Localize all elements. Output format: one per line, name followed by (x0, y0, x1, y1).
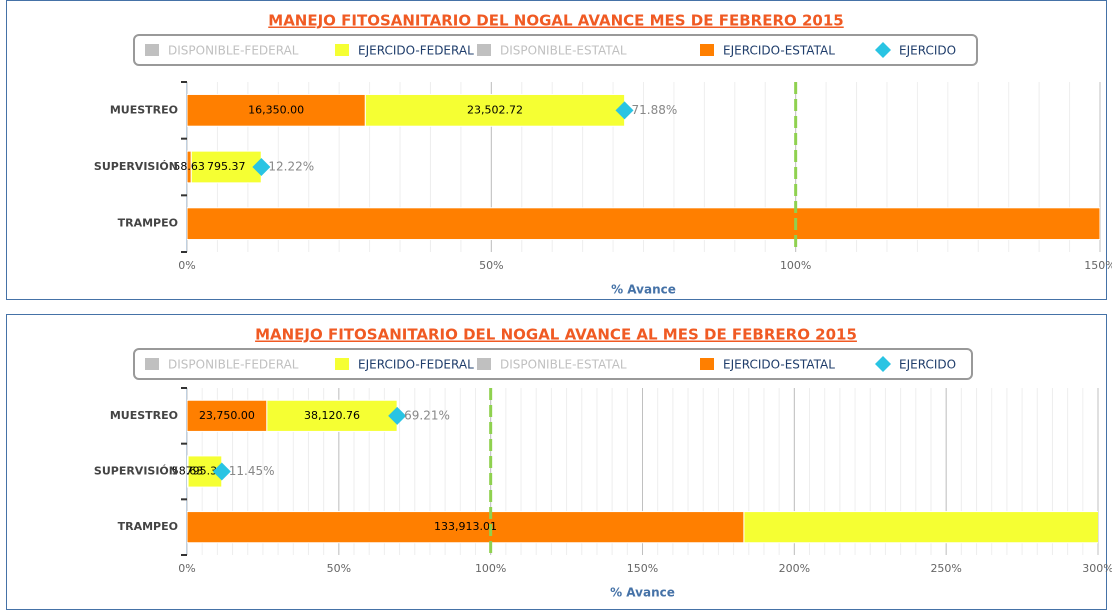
data-label: 58.63 (173, 160, 205, 173)
bar-segment (187, 93, 366, 127)
legend-box (133, 348, 973, 380)
legend-label: EJERCIDO-ESTATAL (723, 44, 835, 58)
data-label: 23,750.00 (199, 409, 255, 422)
x-axis-title: % Avance (610, 586, 675, 600)
legend-box (133, 34, 978, 66)
chart: MANEJO FITOSANITARIO DEL NOGAL AVANCE AL… (6, 314, 1112, 610)
data-label: 23,502.72 (467, 103, 523, 116)
legend-label: EJERCIDO-FEDERAL (358, 358, 474, 372)
chart: MANEJO FITOSANITARIO DEL NOGAL AVANCE ME… (6, 0, 1112, 300)
marker (388, 406, 407, 425)
chart-title: MANEJO FITOSANITARIO DEL NOGAL AVANCE ME… (268, 12, 843, 30)
y-tick-label: SUPERVISIÓN (94, 160, 178, 173)
chart-title: MANEJO FITOSANITARIO DEL NOGAL AVANCE AL… (255, 326, 857, 344)
data-label: 795.37 (207, 160, 246, 173)
legend-label: EJERCIDO (899, 358, 956, 372)
y-tick-label: TRAMPEO (118, 217, 178, 230)
legend-symbol (335, 358, 349, 370)
legend-symbol (875, 356, 891, 372)
bar-segment (190, 150, 262, 184)
labels: 16,350.00 23,502.72 58.63 795.37 (173, 103, 523, 173)
bar-segment (187, 511, 745, 544)
x-tick-label: 100% (780, 259, 811, 272)
marker-label: 12.22% (268, 160, 314, 174)
x-tick-label: 50% (327, 562, 351, 575)
x-tick-label: 150% (1084, 259, 1112, 272)
y-tick-label: TRAMPEO (118, 520, 178, 533)
data-label: 133,913.01 (434, 520, 497, 533)
chart-frame (6, 0, 1107, 300)
marker-label: 69.21% (404, 408, 450, 422)
x-tick-label: 250% (930, 562, 961, 575)
marker-label: 11.45% (229, 464, 275, 478)
legend-symbol (875, 42, 891, 58)
y-tick-label: SUPERVISIÓN (94, 465, 178, 478)
x-tick-label: 200% (779, 562, 810, 575)
legend-symbol (700, 358, 714, 370)
legend-label: DISPONIBLE-FEDERAL (168, 358, 299, 372)
marker (615, 101, 634, 120)
x-axis-title: % Avance (611, 283, 676, 297)
legend-symbol (145, 44, 159, 56)
marker-label: 71.88% (632, 103, 678, 117)
legend-symbol (477, 44, 491, 56)
x-tick-label: 0% (178, 562, 195, 575)
plot (187, 399, 1098, 544)
x-tick-label: 0% (178, 259, 195, 272)
bar-segment (187, 399, 268, 432)
legend-symbol (700, 44, 714, 56)
y-tick-label: MUESTREO (110, 103, 178, 116)
y-tick-label: MUESTREO (110, 409, 178, 422)
x-tick-label: 150% (627, 562, 658, 575)
legend-label: DISPONIBLE-ESTATAL (500, 44, 627, 58)
x-tick-label: 300% (1082, 562, 1112, 575)
legend-label: EJERCIDO (899, 44, 956, 58)
bar-segment (364, 93, 626, 127)
legend-label: EJERCIDO-FEDERAL (358, 44, 474, 58)
legend-symbol (335, 44, 349, 56)
data-label: 16,350.00 (248, 103, 304, 116)
data-label: 38,120.76 (304, 409, 360, 422)
x-tick-label: 50% (479, 259, 503, 272)
legend-label: EJERCIDO-ESTATAL (723, 358, 835, 372)
legend-symbol (145, 358, 159, 370)
x-tick-label: 100% (475, 562, 506, 575)
marker (252, 158, 271, 176)
bar-segment (187, 207, 1100, 241)
data-label: 58.63 (172, 465, 204, 478)
legend-label: DISPONIBLE-ESTATAL (500, 358, 627, 372)
legend-symbol (477, 358, 491, 370)
data-label: 795.37 (186, 465, 225, 478)
legend-label: DISPONIBLE-FEDERAL (168, 44, 299, 58)
bar-segment (743, 511, 1098, 544)
plot (187, 93, 1100, 241)
marker (212, 462, 231, 481)
